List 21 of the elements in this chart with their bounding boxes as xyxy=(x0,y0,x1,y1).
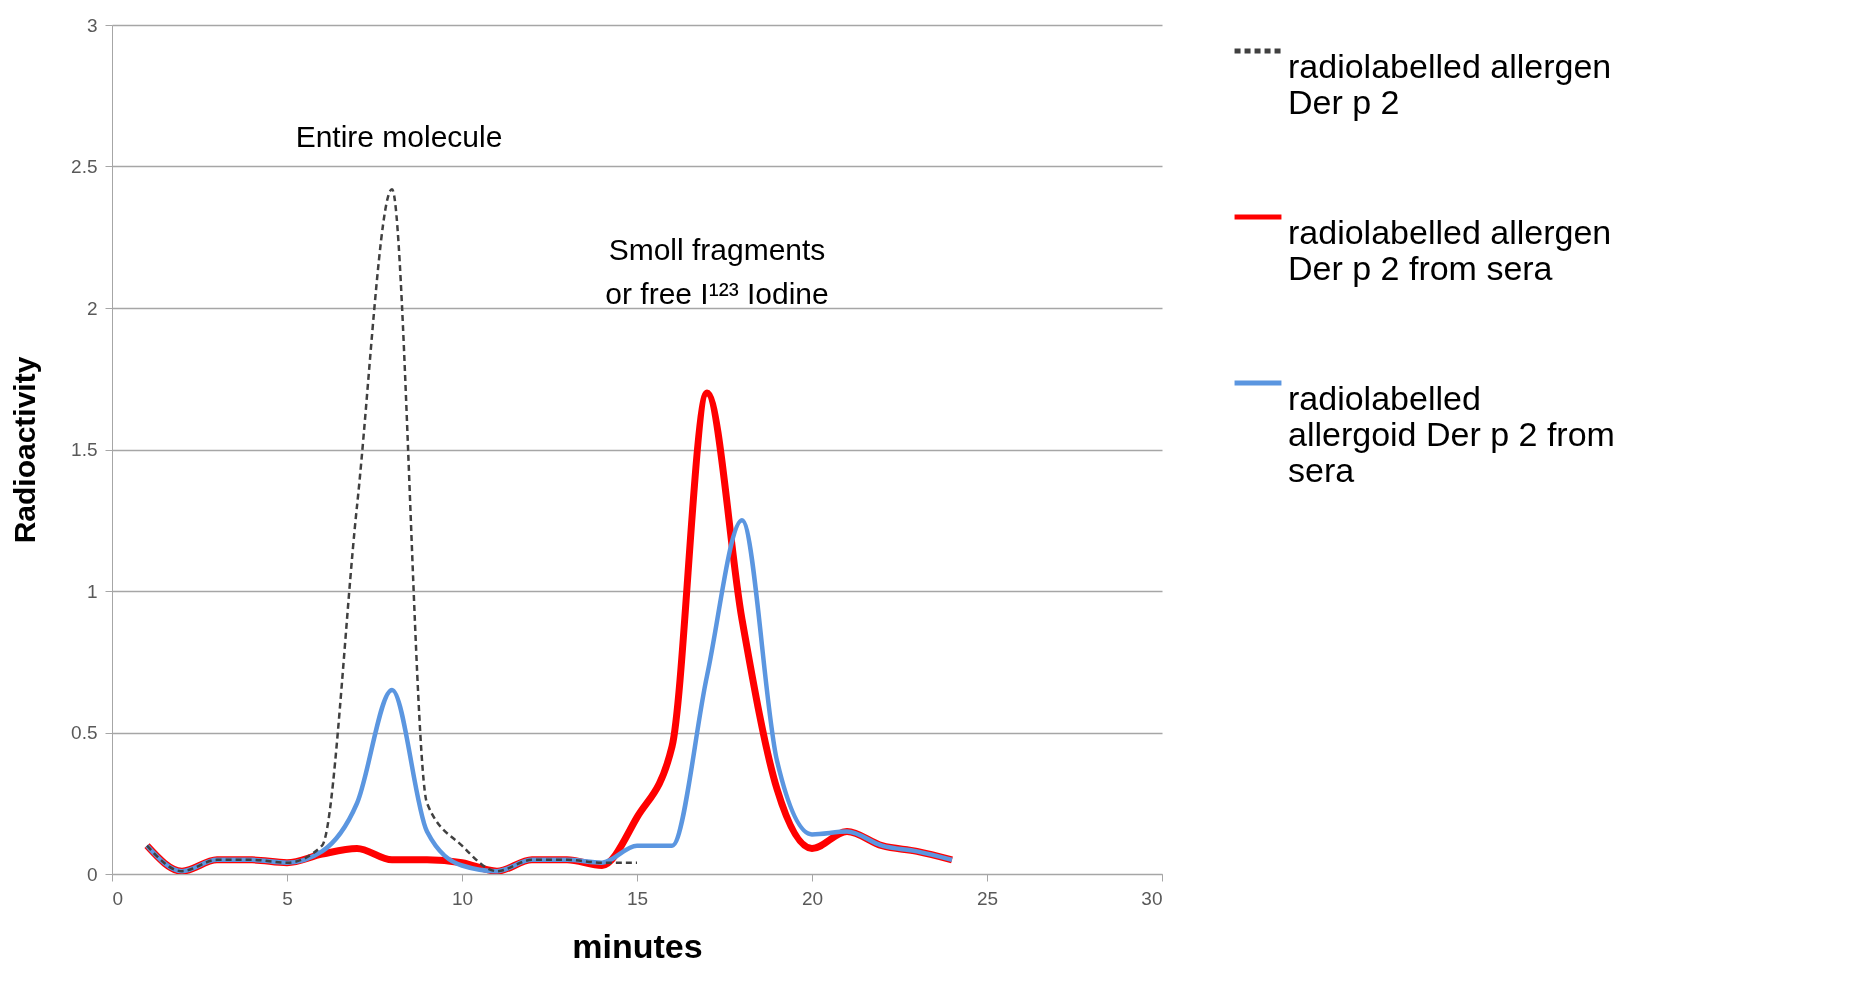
x-tick-label: 30 xyxy=(1141,887,1163,909)
x-tick-label: 25 xyxy=(976,887,999,909)
y-tick-label: 2.5 xyxy=(71,156,98,177)
legend-label: radiolabelled allergen Der p 2 xyxy=(1288,47,1612,121)
y-tick-label: 1 xyxy=(86,580,98,602)
legend-label: radiolabelled allergen Der p 2 from sera xyxy=(1288,213,1612,287)
legend-label: radiolabelled allergoid Der p 2 from sera xyxy=(1288,379,1615,489)
annotation: Smoll fragments or free I¹²³ Iodine xyxy=(605,233,829,310)
x-tick-label: 15 xyxy=(626,887,649,909)
x-tick-label: 5 xyxy=(282,887,293,909)
y-tick-label: 2 xyxy=(86,297,98,319)
x-tick-label: 0 xyxy=(112,887,124,909)
x-tick-label: 20 xyxy=(801,887,824,909)
y-axis-title: Radioactivity xyxy=(8,356,42,544)
y-tick-label: 1.5 xyxy=(71,439,98,460)
x-axis-title: minutes xyxy=(572,926,703,965)
y-tick-label: 0 xyxy=(86,863,98,885)
x-tick-label: 10 xyxy=(451,887,474,909)
y-tick-label: 0.5 xyxy=(71,722,98,743)
annotation: Entire molecule xyxy=(295,120,503,153)
y-tick-label: 3 xyxy=(86,14,98,36)
